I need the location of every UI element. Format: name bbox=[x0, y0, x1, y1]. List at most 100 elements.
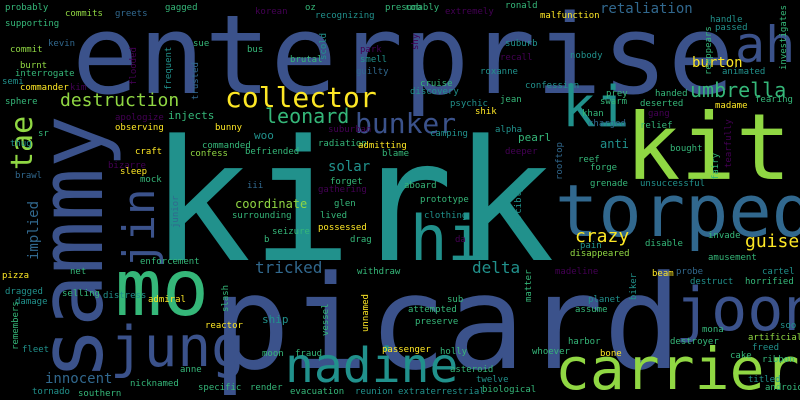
word-passed: passed bbox=[715, 23, 748, 33]
word-bunny: bunny bbox=[215, 123, 243, 133]
word-surrounding: surrounding bbox=[232, 211, 292, 221]
word-madame: madame bbox=[715, 101, 748, 111]
word-nobody: nobody bbox=[570, 51, 603, 61]
word-cruise: cruise bbox=[420, 79, 453, 89]
word-camping: camping bbox=[430, 129, 468, 139]
word-burnt: burnt bbox=[20, 61, 48, 71]
word-beam: beam bbox=[652, 269, 674, 279]
word-shy: shy bbox=[411, 33, 421, 50]
word-forcibly: forcibly bbox=[514, 186, 524, 230]
word-apologize: apologize bbox=[115, 113, 164, 123]
word-rob: rob bbox=[405, 3, 422, 13]
word-glen: glen bbox=[334, 199, 356, 209]
word-investigates: investigates bbox=[779, 4, 789, 70]
word-craft: craft bbox=[135, 147, 163, 157]
word-reappears: reappears bbox=[704, 26, 714, 75]
word-commanded: commanded bbox=[202, 141, 251, 151]
word-smell: smell bbox=[360, 55, 388, 65]
word-distress: distress bbox=[103, 291, 147, 301]
word-probe: probe bbox=[676, 267, 704, 277]
word-enterprise: enterprise bbox=[72, 0, 735, 119]
word-ronald: ronald bbox=[505, 1, 538, 11]
word-jean: jean bbox=[500, 95, 522, 105]
word-ribbon: ribbon bbox=[762, 355, 795, 365]
word-interrogate: interrogate bbox=[15, 69, 75, 79]
word-destruct: destruct bbox=[690, 277, 734, 287]
word-khan: khan bbox=[582, 109, 604, 119]
word-commander: commander bbox=[20, 83, 69, 93]
word-pearl: pearl bbox=[518, 131, 552, 144]
word-torpedo: torpedo bbox=[555, 169, 800, 253]
word-relief: relief bbox=[640, 121, 673, 131]
word-picard: picard bbox=[212, 247, 682, 399]
word-kit: kit bbox=[625, 94, 792, 201]
word-bizarre: bizarre bbox=[108, 161, 146, 171]
word-alpha: alpha bbox=[495, 125, 523, 135]
word-extraterrestrial: extraterrestrial bbox=[398, 387, 485, 397]
word-vessel: vessel bbox=[321, 303, 331, 336]
word-confess: confess bbox=[190, 149, 228, 159]
word-discovery: discovery bbox=[410, 87, 459, 97]
word-reunion: reunion bbox=[355, 387, 393, 397]
word-fearing: fearing bbox=[755, 95, 793, 105]
word-tornado: tornado bbox=[32, 387, 70, 397]
word-nicknamed: nicknamed bbox=[130, 379, 179, 389]
word-thug: thug bbox=[10, 139, 32, 149]
word-extremely: extremely bbox=[445, 7, 494, 17]
word-invade: invade bbox=[708, 231, 741, 241]
word-passenger: passenger bbox=[382, 345, 431, 355]
word-asteroid: asteroid bbox=[450, 365, 494, 375]
word-junior: junior bbox=[171, 195, 181, 228]
word-roxanne: roxanne bbox=[480, 67, 518, 77]
word-flooded: flooded bbox=[129, 47, 139, 85]
word-commits: commits bbox=[65, 9, 103, 19]
word-recognizing: recognizing bbox=[315, 11, 375, 21]
word-supporting: supporting bbox=[5, 19, 60, 29]
word-fraud: fraud bbox=[295, 349, 323, 359]
word-anti: anti bbox=[600, 137, 629, 151]
word-deeper: deeper bbox=[505, 147, 538, 157]
word-twelve: twelve bbox=[476, 375, 509, 385]
word-park: park bbox=[360, 45, 382, 55]
word-unnamed: unnamed bbox=[361, 294, 371, 332]
word-kevin: kevin bbox=[48, 39, 76, 49]
word-evacuation: evacuation bbox=[290, 387, 345, 397]
word-freed: freed bbox=[752, 343, 780, 353]
word-unsuccessful: unsuccessful bbox=[640, 179, 706, 189]
word-possessed: possessed bbox=[318, 223, 367, 233]
word-crazy: crazy bbox=[575, 226, 630, 247]
word-psychic: psychic bbox=[450, 99, 488, 109]
word-nadine: nadine bbox=[285, 338, 459, 394]
word-oz: oz bbox=[305, 3, 316, 13]
word-biker: biker bbox=[629, 272, 639, 300]
word-titled: titled bbox=[748, 375, 781, 385]
word-cartel: cartel bbox=[762, 267, 795, 277]
word-admitting: admitting bbox=[358, 141, 407, 151]
word-dragged: dragged bbox=[5, 287, 43, 297]
word-semi: semi bbox=[2, 77, 24, 87]
word-sleep: sleep bbox=[120, 167, 148, 177]
word-animated: animated bbox=[722, 67, 766, 77]
word-guilty: guilty bbox=[356, 67, 389, 77]
word-reef: reef bbox=[578, 155, 600, 165]
word-kirk: kirk bbox=[150, 104, 555, 300]
word-tricked: tricked bbox=[255, 258, 323, 277]
word-disable: disable bbox=[645, 239, 683, 249]
word-handle: handle bbox=[710, 15, 743, 25]
word-deserted: deserted bbox=[640, 99, 684, 109]
word-rooftop: rooftop bbox=[555, 142, 565, 180]
word-carrier: carrier bbox=[555, 335, 800, 400]
word-brutal: brutal bbox=[290, 55, 323, 65]
word-retaliation: retaliation bbox=[600, 1, 693, 17]
word-mo: mo bbox=[115, 244, 209, 334]
word-disappeared: disappeared bbox=[570, 249, 630, 259]
word-joon: joon bbox=[675, 275, 800, 345]
word-ship: ship bbox=[262, 313, 289, 326]
word-sphere: sphere bbox=[5, 97, 38, 107]
word-recall: recall bbox=[500, 53, 533, 63]
word-fleet: fleet bbox=[22, 345, 50, 355]
word-forget: forget bbox=[330, 177, 363, 187]
word-mock: mock bbox=[140, 175, 162, 185]
word-implied: implied bbox=[26, 200, 42, 260]
word-probably: probably bbox=[5, 3, 49, 13]
